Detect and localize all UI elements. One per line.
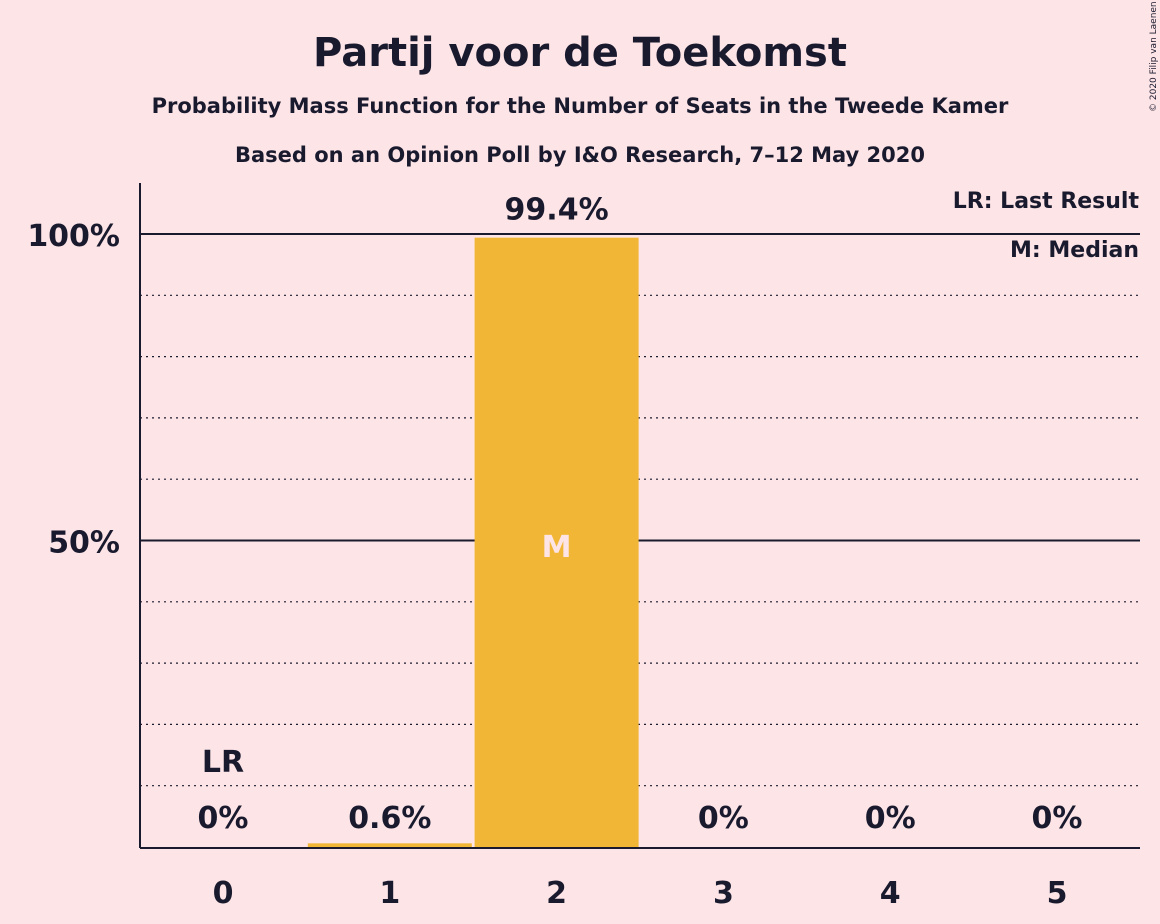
median-marker: M — [542, 530, 572, 565]
x-tick-label: 3 — [713, 876, 734, 911]
data-label: 0% — [698, 801, 749, 836]
x-tick-label: 0 — [213, 876, 234, 911]
x-tick-label: 2 — [546, 876, 567, 911]
axes: 50% 100% 0 1 2 3 4 5 — [27, 183, 1140, 911]
last-result-marker: LR — [202, 745, 244, 780]
copyright-text: © 2020 Filip van Laenen — [1149, 1, 1159, 112]
chart-subtitle: Probability Mass Function for the Number… — [152, 94, 1009, 118]
legend-last-result: LR: Last Result — [953, 189, 1140, 214]
y-tick-label: 100% — [27, 219, 120, 254]
data-labels: 0% 0.6% 99.4% 0% 0% 0% M LR — [198, 193, 1083, 836]
chart-title: Partij voor de Toekomst — [313, 30, 847, 76]
x-tick-label: 4 — [880, 876, 901, 911]
data-label: 0.6% — [348, 801, 431, 836]
bar — [307, 843, 472, 847]
x-tick-label: 1 — [379, 876, 400, 911]
data-label: 0% — [1032, 801, 1083, 836]
bars — [307, 237, 639, 848]
x-tick-label: 5 — [1047, 876, 1068, 911]
chart-subtitle-source: Based on an Opinion Poll by I&O Research… — [235, 143, 925, 167]
data-label: 0% — [198, 801, 249, 836]
gridlines — [140, 233, 1140, 787]
legend-median: M: Median — [1010, 238, 1139, 263]
y-tick-label: 50% — [48, 526, 120, 561]
bar — [474, 237, 639, 848]
data-label: 99.4% — [505, 193, 609, 228]
data-label: 0% — [865, 801, 916, 836]
